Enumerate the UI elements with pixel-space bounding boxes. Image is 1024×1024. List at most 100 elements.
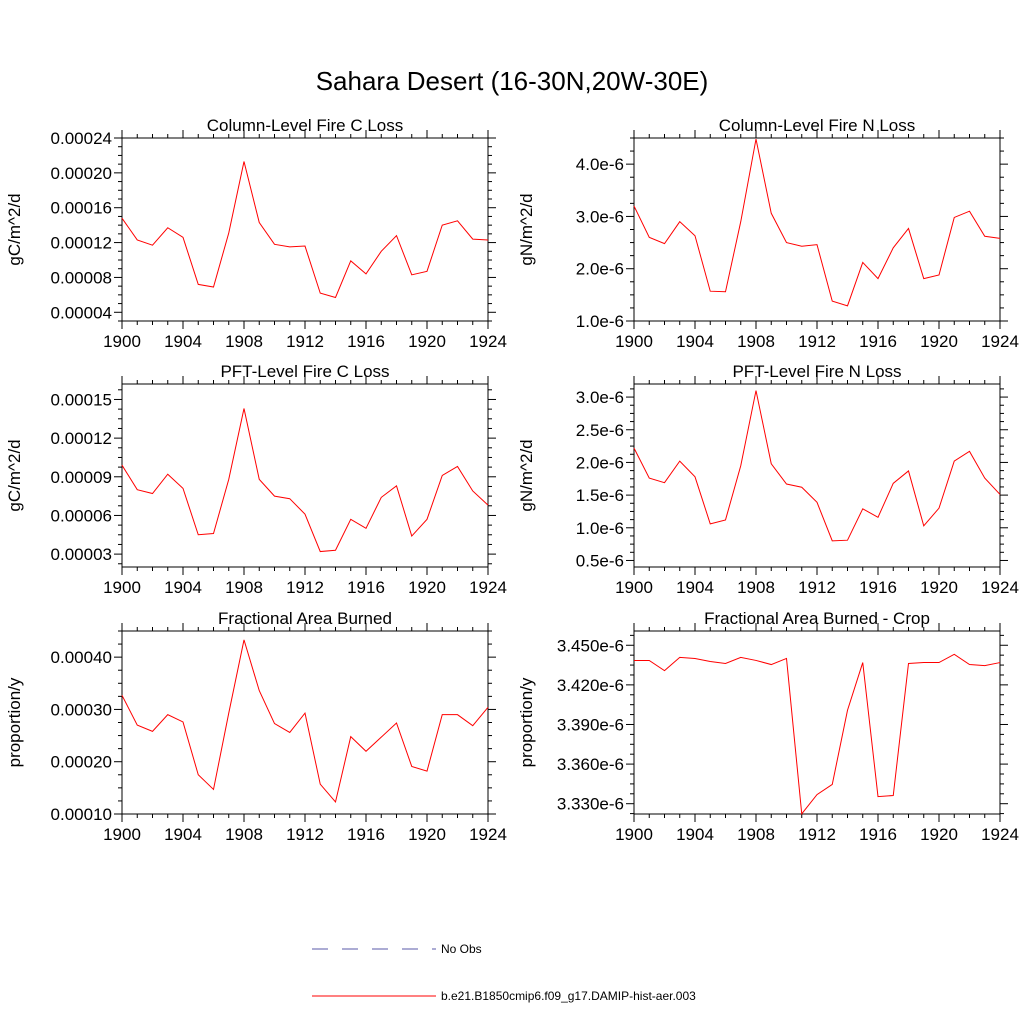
y-tick-label: 0.00012 <box>51 234 112 253</box>
panel-title: PFT-Level Fire N Loss <box>732 362 901 381</box>
chart-panel: Column-Level Fire C Loss gC/m^2/d 1900 1904… <box>5 116 507 351</box>
x-tick-label: 1908 <box>225 332 263 351</box>
series-line <box>634 653 1001 816</box>
panel-title: Column-Level Fire C Loss <box>207 116 404 135</box>
x-tick-label: 1900 <box>615 332 653 351</box>
y-tick-label: 2.0e-6 <box>576 260 624 279</box>
legend: No Obs b.e21.B1850cmip6.f09_g17.DAMIP-hi… <box>312 942 696 1003</box>
x-tick-label: 1924 <box>981 578 1019 597</box>
y-axis-label: gN/m^2/d <box>517 439 536 511</box>
x-tick-label: 1912 <box>798 825 836 844</box>
y-tick-label: 0.00020 <box>51 164 112 183</box>
y-tick-label: 0.5e-6 <box>576 551 624 570</box>
x-tick-label: 1916 <box>347 332 385 351</box>
series-line <box>121 408 489 553</box>
y-tick-label: 0.00004 <box>51 303 112 322</box>
x-tick-label: 1916 <box>859 578 897 597</box>
x-tick-label: 1920 <box>920 825 958 844</box>
y-tick-label: 3.450e-6 <box>557 636 624 655</box>
y-tick-label: 3.390e-6 <box>557 715 624 734</box>
y-tick-label: 0.00030 <box>51 700 112 719</box>
chart-panels: Column-Level Fire C Loss gC/m^2/d 1900 1904… <box>5 116 1019 844</box>
y-tick-label: 2.5e-6 <box>576 421 624 440</box>
y-tick-label: 3.360e-6 <box>557 755 624 774</box>
x-tick-label: 1900 <box>103 332 141 351</box>
x-tick-label: 1916 <box>859 825 897 844</box>
y-tick-label: 0.00012 <box>51 429 112 448</box>
x-tick-label: 1920 <box>920 332 958 351</box>
series-line <box>633 138 1001 307</box>
x-tick-label: 1912 <box>286 825 324 844</box>
y-tick-label: 0.00015 <box>51 390 112 409</box>
panel-title: Fractional Area Burned <box>218 609 392 628</box>
y-tick-label: 1.0e-6 <box>576 519 624 538</box>
x-tick-label: 1916 <box>347 578 385 597</box>
y-tick-label: 0.00009 <box>51 468 112 487</box>
x-tick-label: 1908 <box>225 825 263 844</box>
series-line <box>121 161 489 299</box>
x-tick-label: 1920 <box>920 578 958 597</box>
chart-panel: Fractional Area Burned proportion/y 1900 19… <box>5 609 507 844</box>
y-tick-label: 0.00016 <box>51 199 112 218</box>
x-tick-label: 1920 <box>408 332 446 351</box>
x-tick-label: 1920 <box>408 825 446 844</box>
x-tick-label: 1912 <box>286 578 324 597</box>
x-tick-label: 1912 <box>798 332 836 351</box>
plot-frame <box>121 383 489 568</box>
x-tick-label: 1900 <box>103 825 141 844</box>
y-tick-label: 3.0e-6 <box>576 388 624 407</box>
y-axis-label: gN/m^2/d <box>517 193 536 265</box>
y-axis-label: proportion/y <box>517 677 536 767</box>
x-tick-label: 1904 <box>164 578 202 597</box>
x-tick-label: 1908 <box>737 825 775 844</box>
y-axis-label: proportion/y <box>5 677 24 767</box>
x-tick-label: 1924 <box>469 332 507 351</box>
x-tick-label: 1924 <box>981 825 1019 844</box>
y-tick-label: 0.00024 <box>51 129 112 148</box>
x-tick-label: 1900 <box>615 578 653 597</box>
x-tick-label: 1908 <box>737 578 775 597</box>
x-tick-label: 1904 <box>164 825 202 844</box>
x-tick-label: 1924 <box>981 332 1019 351</box>
panel-title: Fractional Area Burned - Crop <box>704 609 930 628</box>
x-tick-label: 1912 <box>798 578 836 597</box>
panel-title: Column-Level Fire N Loss <box>719 116 916 135</box>
x-tick-label: 1900 <box>103 578 141 597</box>
x-tick-label: 1908 <box>225 578 263 597</box>
chart-panel: PFT-Level Fire N Loss gN/m^2/d 1900 1904 190… <box>517 362 1019 597</box>
plot-frame <box>121 630 489 815</box>
x-tick-label: 1916 <box>347 825 385 844</box>
y-tick-label: 1.5e-6 <box>576 486 624 505</box>
y-tick-label: 1.0e-6 <box>576 312 624 331</box>
series-line <box>633 390 1001 542</box>
legend-label-no-obs: No Obs <box>441 942 482 956</box>
x-tick-label: 1916 <box>859 332 897 351</box>
y-tick-label: 3.420e-6 <box>557 676 624 695</box>
y-tick-label: 0.00008 <box>51 268 112 287</box>
x-tick-label: 1924 <box>469 578 507 597</box>
chart-panel: Column-Level Fire N Loss gN/m^2/d 1900 1904… <box>517 116 1019 351</box>
figure-title: Sahara Desert (16-30N,20W-30E) <box>316 66 709 96</box>
chart-panel: PFT-Level Fire C Loss gC/m^2/d 1900 1904 190… <box>5 362 507 597</box>
y-tick-label: 4.0e-6 <box>576 155 624 174</box>
x-tick-label: 1924 <box>469 825 507 844</box>
x-tick-label: 1904 <box>164 332 202 351</box>
x-tick-label: 1920 <box>408 578 446 597</box>
chart-panel: Fractional Area Burned - Crop proportion/… <box>517 609 1019 844</box>
y-tick-label: 0.00003 <box>51 545 112 564</box>
y-tick-label: 0.00006 <box>51 506 112 525</box>
y-tick-label: 0.00040 <box>51 648 112 667</box>
plot-frame <box>633 383 1001 568</box>
legend-label-model: b.e21.B1850cmip6.f09_g17.DAMIP-hist-aer.… <box>441 989 696 1003</box>
x-tick-label: 1912 <box>286 332 324 351</box>
x-tick-label: 1904 <box>676 332 714 351</box>
x-tick-label: 1904 <box>676 825 714 844</box>
y-axis-label: gC/m^2/d <box>5 439 24 511</box>
series-line <box>121 639 489 804</box>
y-tick-label: 3.0e-6 <box>576 207 624 226</box>
panel-title: PFT-Level Fire C Loss <box>220 362 389 381</box>
x-tick-label: 1900 <box>615 825 653 844</box>
x-tick-label: 1908 <box>737 332 775 351</box>
y-tick-label: 3.330e-6 <box>557 795 624 814</box>
